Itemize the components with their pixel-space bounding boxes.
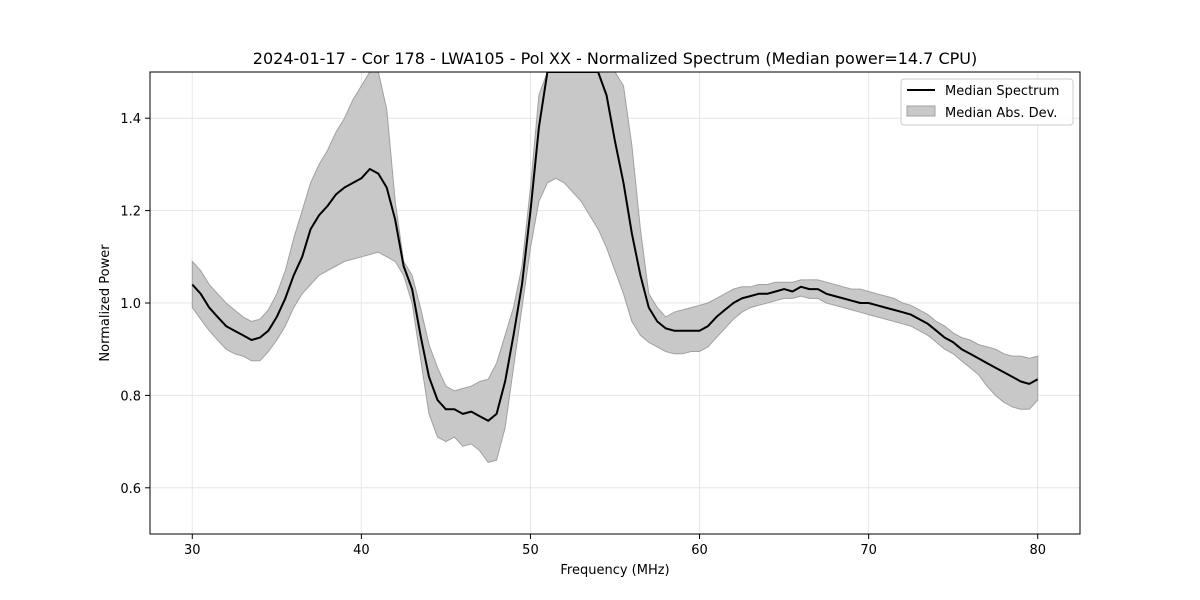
x-tick-label: 80 [1029,543,1046,558]
plot-area [191,72,1039,463]
x-axis-label: Frequency (MHz) [560,563,669,578]
legend-box [900,78,1074,126]
y-axis-ticks: 0.6 0.8 1.0 1.2 1.4 [120,112,150,497]
median-abs-dev-band [191,72,1039,463]
x-tick-label: 70 [860,543,877,558]
y-tick-label: 0.6 [120,482,141,497]
legend-mad-swatch [906,105,936,117]
y-tick-label: 1.2 [120,205,141,220]
legend-mad-label: Median Abs. Dev. [945,106,1057,121]
y-tick-label: 0.8 [120,389,141,404]
chart-title: 2024-01-17 - Cor 178 - LWA105 - Pol XX -… [253,49,977,68]
legend-median-label: Median Spectrum [945,84,1059,99]
x-tick-label: 50 [522,543,539,558]
legend: Median Spectrum Median Abs. Dev. [900,78,1074,126]
x-axis-ticks: 30 40 50 60 70 80 [184,534,1046,558]
median-spectrum-line [191,72,1039,422]
y-tick-label: 1.0 [120,297,141,312]
x-tick-label: 30 [184,543,201,558]
x-tick-label: 60 [691,543,708,558]
y-axis-label: Normalized Power [98,244,113,362]
x-tick-label: 40 [353,543,370,558]
y-tick-label: 1.4 [120,112,141,127]
